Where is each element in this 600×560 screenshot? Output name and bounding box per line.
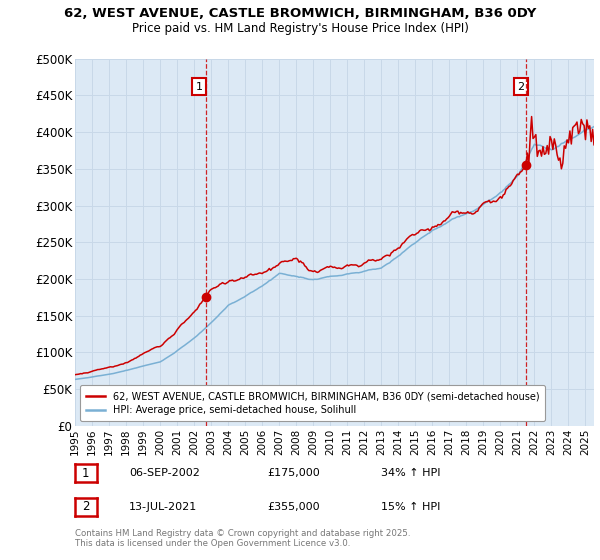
Text: 15% ↑ HPI: 15% ↑ HPI — [381, 502, 440, 512]
Text: 2: 2 — [82, 500, 89, 514]
Text: 1: 1 — [82, 466, 89, 480]
Text: Contains HM Land Registry data © Crown copyright and database right 2025.: Contains HM Land Registry data © Crown c… — [75, 529, 410, 538]
Text: £175,000: £175,000 — [267, 468, 320, 478]
Text: 1: 1 — [196, 82, 203, 92]
Text: 62, WEST AVENUE, CASTLE BROMWICH, BIRMINGHAM, B36 0DY: 62, WEST AVENUE, CASTLE BROMWICH, BIRMIN… — [64, 7, 536, 20]
Text: £355,000: £355,000 — [267, 502, 320, 512]
Text: 34% ↑ HPI: 34% ↑ HPI — [381, 468, 440, 478]
Text: 06-SEP-2002: 06-SEP-2002 — [129, 468, 200, 478]
Text: This data is licensed under the Open Government Licence v3.0.: This data is licensed under the Open Gov… — [75, 539, 350, 548]
Text: 2: 2 — [517, 82, 524, 92]
Legend: 62, WEST AVENUE, CASTLE BROMWICH, BIRMINGHAM, B36 0DY (semi-detached house), HPI: 62, WEST AVENUE, CASTLE BROMWICH, BIRMIN… — [80, 385, 545, 421]
Text: 13-JUL-2021: 13-JUL-2021 — [129, 502, 197, 512]
Text: Price paid vs. HM Land Registry's House Price Index (HPI): Price paid vs. HM Land Registry's House … — [131, 22, 469, 35]
